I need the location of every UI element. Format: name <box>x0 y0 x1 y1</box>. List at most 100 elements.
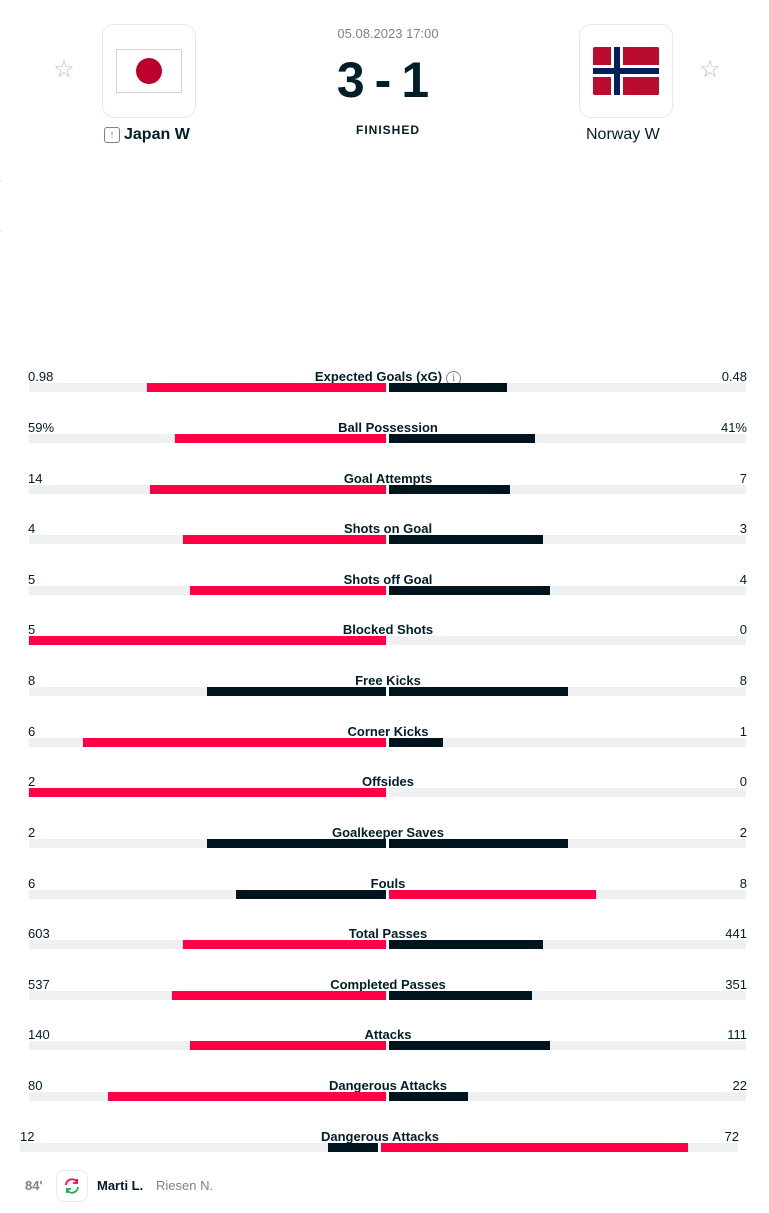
stat-home-track <box>29 586 386 595</box>
stat-away-bar <box>389 535 543 544</box>
stat-home-bar <box>190 1041 386 1050</box>
stat-home-value: 59% <box>28 420 55 435</box>
stat-row: 140 Attacks 111 <box>0 1027 769 1067</box>
stat-row: 14 Goal Attempts 7 <box>0 471 769 511</box>
stat-away-value: 0 <box>739 774 747 789</box>
stat-away-value: 72 <box>724 1129 739 1144</box>
stat-away-bar <box>389 738 443 747</box>
stat-home-value: 80 <box>28 1078 43 1093</box>
stat-name-label: Shots on Goal <box>343 521 433 536</box>
substitution-row: 84' Marti L. Riesen N. <box>0 1170 769 1202</box>
stat-name-label: Blocked Shots <box>342 622 434 637</box>
substitution-minute: 84' <box>25 1178 43 1193</box>
stat-name-label: Offsides <box>361 774 414 789</box>
norway-flag-icon <box>593 47 659 95</box>
stat-row: 6 Fouls 8 <box>0 876 769 916</box>
stat-row: 80 Dangerous Attacks 22 <box>0 1078 769 1118</box>
stat-name-label: Free Kicks <box>355 673 421 688</box>
stat-name: Goalkeeper Saves <box>0 825 769 840</box>
stat-away-value: 441 <box>725 926 747 941</box>
stat-name: Attacks <box>0 1027 769 1042</box>
stat-home-track <box>29 738 386 747</box>
stat-away-track <box>389 687 746 696</box>
stat-home-value: 140 <box>28 1027 50 1042</box>
stat-name: Completed Passes <box>0 977 769 992</box>
stat-name: Offsides <box>0 774 769 789</box>
favorite-home-star-icon[interactable]: ☆ <box>53 56 75 83</box>
advance-arrow-icon: ↑ <box>104 127 120 143</box>
stat-row: 5 Shots off Goal 4 <box>0 572 769 612</box>
japan-flag-icon <box>116 49 182 93</box>
stat-home-value: 12 <box>20 1129 35 1144</box>
stat-home-bar <box>328 1143 378 1152</box>
stat-home-bar <box>83 738 386 747</box>
stat-away-track <box>389 535 746 544</box>
divider <box>0 180 2 182</box>
stat-away-bar <box>389 890 596 899</box>
stat-home-bar <box>183 940 386 949</box>
stat-away-bar <box>389 434 535 443</box>
stat-away-track <box>389 738 746 747</box>
substitution-icon <box>56 1170 88 1202</box>
stat-name-label: Dangerous Attacks <box>329 1078 447 1093</box>
stat-home-value: 4 <box>28 521 36 536</box>
stat-home-value: 2 <box>28 825 36 840</box>
stat-home-value: 5 <box>28 572 36 587</box>
stat-away-value: 351 <box>725 977 747 992</box>
away-team-name[interactable]: Norway W <box>586 126 660 143</box>
stat-away-bar <box>381 1143 688 1152</box>
stat-away-track <box>389 890 746 899</box>
stat-name-label: Completed Passes <box>330 977 446 992</box>
match-score: 3-1 <box>336 52 440 108</box>
stat-away-value: 2 <box>739 825 747 840</box>
stat-home-value: 0.98 <box>28 369 54 384</box>
stat-name: Shots off Goal <box>0 572 769 587</box>
stat-row: 4 Shots on Goal 3 <box>0 521 769 561</box>
stat-home-track <box>29 788 386 797</box>
stat-name-label: Ball Possession <box>338 420 438 435</box>
stat-row: 537 Completed Passes 351 <box>0 977 769 1017</box>
divider <box>0 230 2 232</box>
stat-home-bar <box>175 434 386 443</box>
stat-home-bar <box>172 991 386 1000</box>
stat-home-track <box>29 839 386 848</box>
stat-row: 2 Goalkeeper Saves 2 <box>0 825 769 865</box>
player-in-name[interactable]: Marti L. <box>97 1178 144 1193</box>
stat-away-bar <box>389 839 568 848</box>
stat-away-value: 3 <box>739 521 747 536</box>
stat-away-value: 22 <box>732 1078 747 1093</box>
stat-row: 2 Offsides 0 <box>0 774 769 814</box>
stat-home-value: 6 <box>28 876 36 891</box>
home-team-name-wrap[interactable]: ↑ Japan W <box>104 126 190 144</box>
stat-name-label: Goal Attempts <box>343 471 433 486</box>
home-team-logo[interactable] <box>102 24 196 118</box>
stat-row: 12 Dangerous Attacks 72 <box>0 1129 769 1169</box>
stat-away-bar <box>389 687 568 696</box>
stat-home-track <box>29 687 386 696</box>
stat-home-bar <box>108 1092 386 1101</box>
stat-row: 8 Free Kicks 8 <box>0 673 769 713</box>
stat-row: 0.98 Expected Goals (xG) i 0.48 <box>0 369 769 409</box>
player-out-name[interactable]: Riesen N. <box>156 1178 214 1193</box>
favorite-away-star-icon[interactable]: ☆ <box>699 56 721 83</box>
stat-home-bar <box>207 839 386 848</box>
stat-home-track <box>29 535 386 544</box>
stat-name-label: Attacks <box>364 1027 412 1042</box>
stat-row: 603 Total Passes 441 <box>0 926 769 966</box>
stat-away-value: 8 <box>739 673 747 688</box>
home-team-name: Japan W <box>124 126 190 143</box>
stat-name: Total Passes <box>0 926 769 941</box>
stat-away-bar <box>389 586 550 595</box>
stat-away-track <box>389 1041 746 1050</box>
stat-name: Free Kicks <box>0 673 769 688</box>
away-team-logo[interactable] <box>579 24 673 118</box>
stat-away-track <box>389 586 746 595</box>
stat-home-bar <box>236 890 386 899</box>
stat-home-value: 8 <box>28 673 36 688</box>
stat-name-label: Expected Goals (xG) <box>314 369 443 384</box>
stat-name: Fouls <box>0 876 769 891</box>
stat-away-value: 1 <box>739 724 747 739</box>
stat-home-bar <box>183 535 386 544</box>
stat-away-track <box>389 991 746 1000</box>
stat-name: Corner Kicks <box>0 724 769 739</box>
